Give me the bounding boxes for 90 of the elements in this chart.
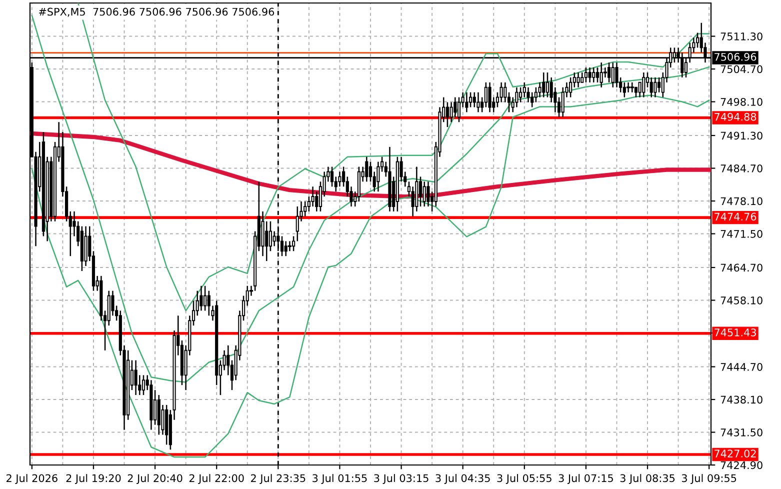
candlestick bbox=[284, 240, 288, 257]
ref-line-label: 7451.43 bbox=[714, 328, 756, 336]
x-tick-label: 2 Jul 19:20 bbox=[66, 474, 121, 484]
line-series bbox=[31, 94, 710, 458]
candlestick bbox=[446, 102, 449, 128]
y-tick-label: 7431.50 bbox=[720, 428, 762, 436]
candlestick bbox=[200, 285, 203, 312]
candlestick bbox=[622, 82, 626, 98]
candlestick bbox=[696, 32, 700, 48]
candlestick bbox=[272, 230, 276, 247]
candlestick bbox=[530, 92, 534, 108]
y-tick-label: 7471.50 bbox=[720, 230, 762, 238]
candlestick bbox=[418, 176, 422, 208]
ref-line-label: 7506.96 bbox=[714, 52, 756, 61]
candlestick bbox=[658, 76, 661, 93]
y-tick-label: 7478.10 bbox=[720, 197, 762, 206]
candlestick bbox=[515, 86, 518, 108]
y-tick-label: 7484.70 bbox=[720, 164, 762, 172]
candlestick bbox=[642, 72, 646, 98]
x-tick-label: 3 Jul 08:35 bbox=[620, 474, 675, 484]
y-tick-label: 7504.70 bbox=[720, 65, 762, 74]
candlestick bbox=[538, 82, 542, 98]
candlestick bbox=[422, 181, 426, 208]
candlestick bbox=[504, 82, 507, 103]
ref-line-label: 7474.76 bbox=[714, 212, 756, 221]
candlestick bbox=[268, 220, 272, 252]
candlestick bbox=[142, 374, 146, 396]
x-tick-label: 2 Jul 2026 bbox=[6, 474, 58, 484]
ref-line-label: 7427.02 bbox=[714, 450, 756, 458]
candlestick bbox=[311, 186, 314, 208]
candlestick bbox=[426, 181, 430, 208]
y-tick-label: 7458.10 bbox=[720, 296, 762, 304]
candlestick bbox=[542, 72, 546, 98]
candlestick bbox=[450, 102, 453, 123]
x-tick-label: 2 Jul 20:40 bbox=[128, 474, 182, 484]
candlestick bbox=[457, 96, 461, 123]
chart-title: #SPX,M5 7506.96 7506.96 7506.96 7506.96 bbox=[38, 8, 274, 17]
candlestick bbox=[468, 92, 472, 108]
candlestick bbox=[526, 86, 530, 103]
candlestick bbox=[472, 92, 476, 108]
x-tick-label: 3 Jul 05:55 bbox=[497, 474, 552, 484]
y-tick-label: 7464.70 bbox=[720, 264, 762, 272]
candlestick bbox=[611, 62, 614, 88]
candlestick bbox=[465, 92, 468, 113]
candlestick bbox=[650, 76, 653, 98]
y-tick-label: 7491.30 bbox=[720, 132, 762, 140]
candlestick bbox=[546, 72, 550, 98]
x-tick-label: 3 Jul 01:55 bbox=[312, 474, 367, 484]
candlestick bbox=[304, 200, 307, 218]
candlestick bbox=[365, 156, 368, 182]
y-tick-label: 7498.10 bbox=[720, 98, 762, 106]
candlestick bbox=[569, 76, 572, 98]
candlestick bbox=[484, 82, 488, 108]
x-tick-label: 3 Jul 09:55 bbox=[682, 474, 736, 484]
candlestick bbox=[534, 86, 538, 103]
candlestick bbox=[488, 82, 492, 113]
candlestick bbox=[608, 62, 611, 84]
candlestick bbox=[207, 290, 210, 316]
candlestick bbox=[204, 285, 207, 312]
candlestick bbox=[596, 66, 600, 84]
y-tick-label: 7424.90 bbox=[720, 461, 762, 470]
candlestick bbox=[330, 166, 334, 188]
candlestick bbox=[338, 171, 342, 188]
candlestick bbox=[376, 161, 380, 192]
y-tick-label: 7438.10 bbox=[720, 396, 762, 404]
candlestick bbox=[519, 86, 522, 103]
candlestick bbox=[584, 66, 588, 84]
candlestick bbox=[476, 92, 480, 113]
y-tick-label: 7444.70 bbox=[720, 362, 762, 371]
candlestick bbox=[296, 206, 299, 242]
x-tick-label: 3 Jul 04:35 bbox=[436, 474, 490, 484]
candlestick bbox=[580, 72, 584, 84]
candlestick bbox=[588, 66, 592, 84]
candlestick bbox=[500, 82, 503, 103]
candlestick bbox=[576, 72, 580, 88]
candlestick bbox=[134, 360, 138, 396]
candlestick bbox=[454, 96, 457, 118]
candlestick bbox=[292, 236, 296, 252]
candlestick bbox=[592, 66, 596, 84]
candlestick bbox=[522, 82, 526, 98]
x-tick-label: 3 Jul 03:15 bbox=[374, 474, 428, 484]
x-tick-label: 2 Jul 23:35 bbox=[251, 474, 306, 484]
candlestick bbox=[654, 76, 657, 98]
y-tick-label: 7511.30 bbox=[720, 32, 762, 40]
candlestick bbox=[265, 220, 268, 262]
x-tick-label: 2 Jul 22:00 bbox=[189, 474, 244, 484]
candlestick bbox=[600, 62, 603, 88]
x-tick-label: 3 Jul 07:15 bbox=[558, 474, 613, 484]
ref-line-label: 7494.88 bbox=[714, 112, 756, 121]
candlestick bbox=[561, 86, 564, 118]
